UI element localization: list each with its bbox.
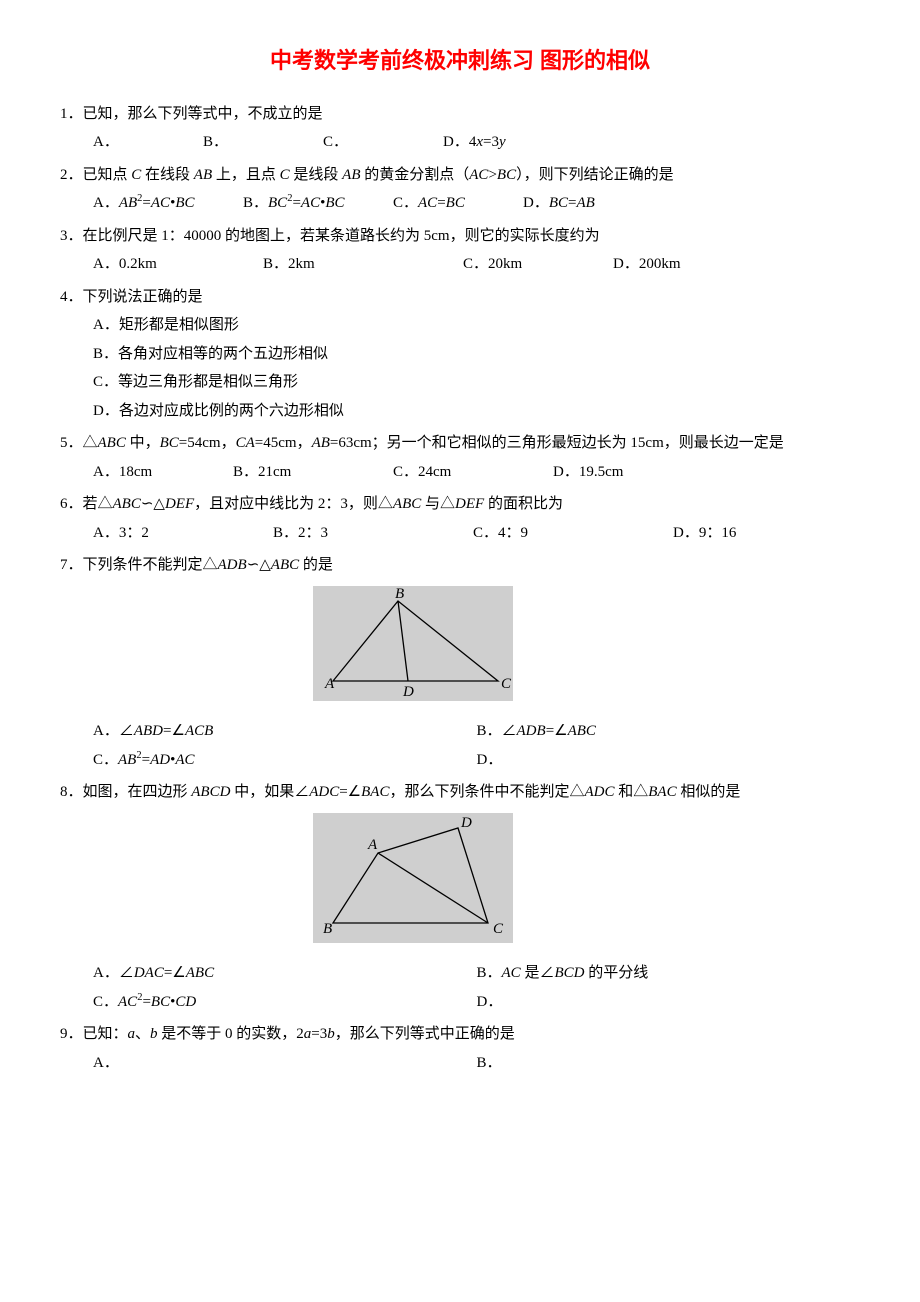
question-1: 1．已知，那么下列等式中，不成立的是 A． B． C． D．4x=3y (60, 100, 860, 157)
q7-figure: A B C D (280, 586, 860, 712)
question-6: 6．若△ABC∽△DEF，且对应中线比为 2：3，则△ABC 与△DEF 的面积… (60, 490, 860, 547)
q1-opt-d: D．4x=3y (443, 128, 506, 157)
q4-opt-d: D．各边对应成比例的两个六边形相似 (93, 397, 860, 426)
q1-options: A． B． C． D．4x=3y (60, 128, 860, 157)
q5-opt-a: A．18cm (93, 458, 233, 487)
q7-stem: 7．下列条件不能判定△ADB∽△ABC 的是 (60, 551, 860, 580)
q1-opt-c: C． (323, 128, 443, 157)
q1-opt-b: B． (203, 128, 323, 157)
label-d: D (460, 815, 472, 831)
question-5: 5．△ABC 中，BC=54cm，CA=45cm，AB=63cm；另一个和它相似… (60, 429, 860, 486)
q2-opt-d: D．BC=AB (523, 189, 595, 218)
label-b: B (323, 921, 332, 937)
q7-opt-d: D． (477, 746, 861, 775)
question-9: 9．已知：a、b 是不等于 0 的实数，2a=3b，那么下列等式中正确的是 A．… (60, 1020, 860, 1077)
q6-options: A．3：2 B．2：3 C．4：9 D．9：16 (60, 519, 860, 548)
question-4: 4．下列说法正确的是 A．矩形都是相似图形 B．各角对应相等的两个五边形相似 C… (60, 283, 860, 426)
question-7: 7．下列条件不能判定△ADB∽△ABC 的是 A B C D A．∠ABD=∠A… (60, 551, 860, 774)
q8-stem: 8．如图，在四边形 ABCD 中，如果∠ADC=∠BAC，那么下列条件中不能判定… (60, 778, 860, 807)
label-b: B (395, 586, 404, 602)
question-2: 2．已知点 C 在线段 AB 上，且点 C 是线段 AB 的黄金分割点（AC>B… (60, 161, 860, 218)
q8-opt-a: A．∠DAC=∠ABC (93, 959, 477, 988)
question-3: 3．在比例尺是 1：40000 的地图上，若某条道路长约为 5cm，则它的实际长… (60, 222, 860, 279)
q5-opt-d: D．19.5cm (553, 458, 623, 487)
q9-opt-a: A． (93, 1049, 477, 1078)
q2-stem: 2．已知点 C 在线段 AB 上，且点 C 是线段 AB 的黄金分割点（AC>B… (60, 161, 860, 190)
label-c: C (493, 921, 504, 937)
q9-options: A． B． (60, 1049, 860, 1078)
q6-opt-c: C．4：9 (473, 519, 673, 548)
q2-opt-c: C．AC=BC (393, 189, 523, 218)
q8-opt-d: D． (477, 988, 861, 1017)
q8-opt-c: C．AC2=BC•CD (93, 988, 477, 1017)
q4-opt-b: B．各角对应相等的两个五边形相似 (93, 340, 860, 369)
q5-opt-c: C．24cm (393, 458, 553, 487)
q7-opt-a: A．∠ABD=∠ACB (93, 717, 477, 746)
q8-figure: A B C D (280, 813, 860, 954)
q3-opt-b: B．2km (263, 250, 463, 279)
q3-opt-a: A．0.2km (93, 250, 263, 279)
q1-opt-a: A． (93, 128, 203, 157)
q1-stem: 1．已知，那么下列等式中，不成立的是 (60, 100, 860, 129)
page-title: 中考数学考前终极冲刺练习 图形的相似 (60, 40, 860, 82)
q9-stem: 9．已知：a、b 是不等于 0 的实数，2a=3b，那么下列等式中正确的是 (60, 1020, 860, 1049)
q5-opt-b: B．21cm (233, 458, 393, 487)
label-a: A (367, 837, 378, 853)
q2-opt-a: A．AB2=AC•BC (93, 189, 243, 218)
q7-opt-b: B．∠ADB=∠ABC (477, 717, 861, 746)
q8-options: A．∠DAC=∠ABC B．AC 是∠BCD 的平分线 C．AC2=BC•CD … (60, 959, 860, 1016)
label-a: A (324, 676, 335, 692)
q3-stem: 3．在比例尺是 1：40000 的地图上，若某条道路长约为 5cm，则它的实际长… (60, 222, 860, 251)
q3-options: A．0.2km B．2km C．20km D．200km (60, 250, 860, 279)
q8-opt-b: B．AC 是∠BCD 的平分线 (477, 959, 861, 988)
q7-opt-c: C．AB2=AD•AC (93, 746, 477, 775)
q2-options: A．AB2=AC•BC B．BC2=AC•BC C．AC=BC D．BC=AB (60, 189, 860, 218)
question-8: 8．如图，在四边形 ABCD 中，如果∠ADC=∠BAC，那么下列条件中不能判定… (60, 778, 860, 1016)
q4-stem: 4．下列说法正确的是 (60, 283, 860, 312)
q5-stem: 5．△ABC 中，BC=54cm，CA=45cm，AB=63cm；另一个和它相似… (60, 429, 860, 458)
q6-stem: 6．若△ABC∽△DEF，且对应中线比为 2：3，则△ABC 与△DEF 的面积… (60, 490, 860, 519)
q4-opt-a: A．矩形都是相似图形 (93, 311, 860, 340)
q3-opt-c: C．20km (463, 250, 613, 279)
q6-opt-a: A．3：2 (93, 519, 273, 548)
q4-options: A．矩形都是相似图形 B．各角对应相等的两个五边形相似 C．等边三角形都是相似三… (60, 311, 860, 425)
q3-opt-d: D．200km (613, 250, 681, 279)
q2-opt-b: B．BC2=AC•BC (243, 189, 393, 218)
q7-options: A．∠ABD=∠ACB B．∠ADB=∠ABC C．AB2=AD•AC D． (60, 717, 860, 774)
q6-opt-d: D．9：16 (673, 519, 736, 548)
label-d: D (402, 684, 414, 700)
q6-opt-b: B．2：3 (273, 519, 473, 548)
q9-opt-b: B． (477, 1049, 861, 1078)
q4-opt-c: C．等边三角形都是相似三角形 (93, 368, 860, 397)
label-c: C (501, 676, 512, 692)
q5-options: A．18cm B．21cm C．24cm D．19.5cm (60, 458, 860, 487)
